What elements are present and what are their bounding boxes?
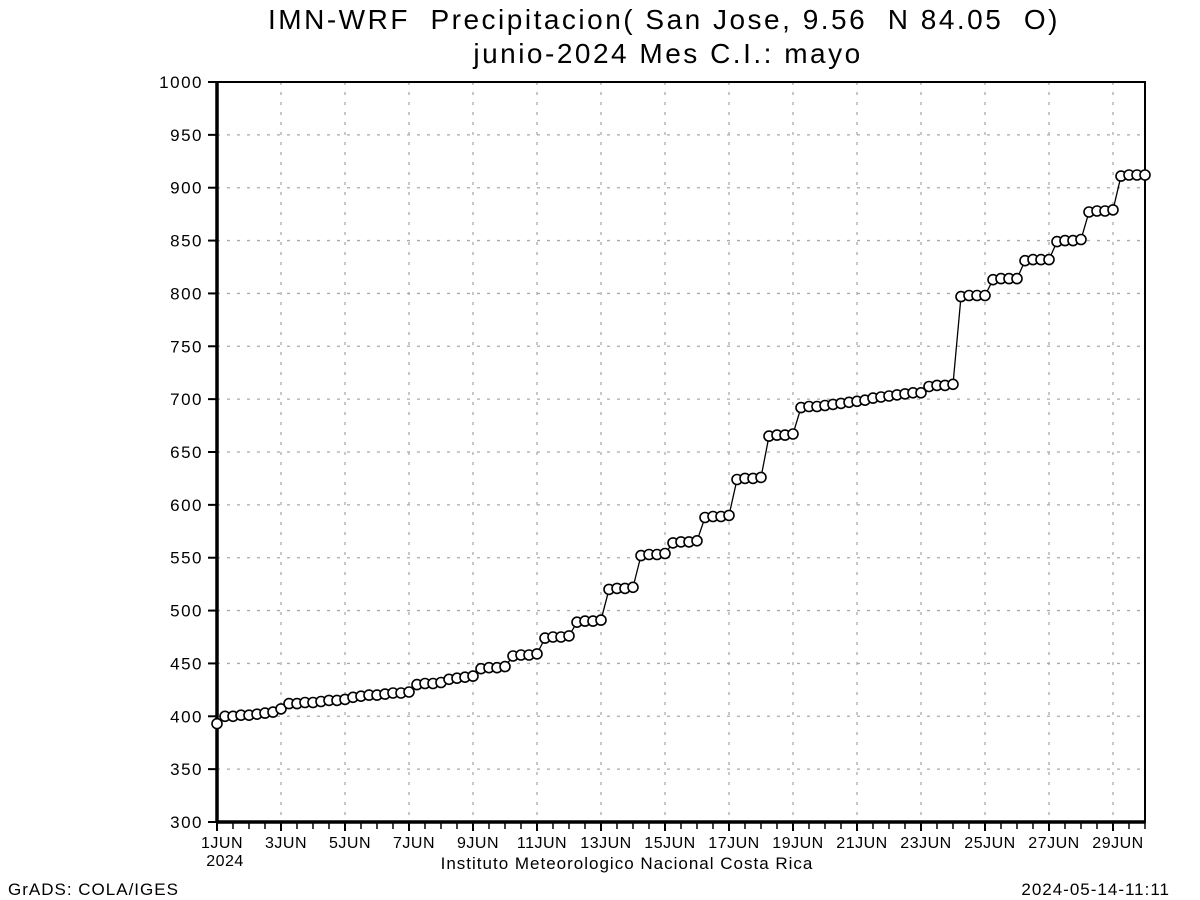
y-tick-label: 800 <box>170 284 203 303</box>
data-point-marker <box>787 428 799 440</box>
data-point-marker <box>1043 253 1055 266</box>
x-axis-caption: Instituto Meteorologico Nacional Costa R… <box>440 854 814 873</box>
y-tick-label: 1000 <box>159 73 203 92</box>
x-tick-label: 23JUN <box>900 835 951 852</box>
x-tick-label: 27JUN <box>1028 835 1079 852</box>
x-tick-label: 19JUN <box>772 835 823 852</box>
data-point-marker <box>211 717 223 730</box>
x-tick-label: 21JUN <box>836 835 887 852</box>
x-tick-label: 1JUN <box>201 835 243 852</box>
data-point-marker <box>1107 204 1119 216</box>
data-point-marker <box>627 581 639 594</box>
generation-timestamp: 2024-05-14-11:11 <box>1021 880 1170 899</box>
data-point-marker <box>531 648 543 660</box>
data-point-marker <box>403 686 415 698</box>
data-point-marker <box>1075 233 1087 246</box>
y-tick-label: 400 <box>170 707 203 726</box>
y-tick-label: 350 <box>170 760 203 779</box>
grads-attribution: GrADS: COLA/IGES <box>8 880 179 899</box>
x-tick-label: 13JUN <box>580 835 631 852</box>
data-point-marker <box>499 660 511 673</box>
data-point-marker <box>979 289 991 302</box>
y-tick-label: 850 <box>170 232 203 251</box>
y-tick-label: 650 <box>170 443 203 462</box>
y-tick-label: 550 <box>170 549 203 568</box>
data-point-marker <box>1139 169 1151 181</box>
y-tick-label: 900 <box>170 179 203 198</box>
data-point-marker <box>915 386 927 399</box>
x-tick-label: 3JUN <box>265 835 307 852</box>
data-point-marker <box>723 509 735 522</box>
x-tick-label: 17JUN <box>708 835 759 852</box>
y-tick-label: 950 <box>170 126 203 145</box>
y-tick-label: 750 <box>170 337 203 356</box>
x-tick-label: 29JUN <box>1092 835 1143 852</box>
data-point-marker <box>659 547 671 560</box>
data-point-marker <box>691 534 703 547</box>
data-point-marker <box>755 471 767 484</box>
x-tick-label: 25JUN <box>964 835 1015 852</box>
y-tick-label: 700 <box>170 390 203 409</box>
x-axis-year-label: 2024 <box>206 853 244 870</box>
x-tick-label: 11JUN <box>517 835 567 852</box>
data-point-marker <box>595 614 607 626</box>
x-tick-label: 15JUN <box>644 835 695 852</box>
chart-title-line1: IMN-WRF Precipitacion( San Jose, 9.56 N … <box>268 4 1060 35</box>
x-tick-label: 7JUN <box>393 835 435 852</box>
data-line <box>216 174 1145 725</box>
data-point-marker <box>467 670 479 682</box>
chart-title-line2: junio-2024 Mes C.I.: mayo <box>473 38 863 69</box>
data-point-marker <box>947 378 959 391</box>
data-point-marker <box>563 630 575 642</box>
x-tick-label: 9JUN <box>457 835 499 852</box>
data-point-marker <box>1011 272 1023 285</box>
data-point-marker <box>275 703 287 715</box>
y-tick-label: 600 <box>170 496 203 515</box>
x-tick-label: 5JUN <box>329 835 371 852</box>
y-tick-label: 300 <box>170 813 203 832</box>
y-tick-label: 500 <box>170 602 203 621</box>
plot-frame <box>216 81 1146 823</box>
y-tick-label: 450 <box>170 654 203 673</box>
